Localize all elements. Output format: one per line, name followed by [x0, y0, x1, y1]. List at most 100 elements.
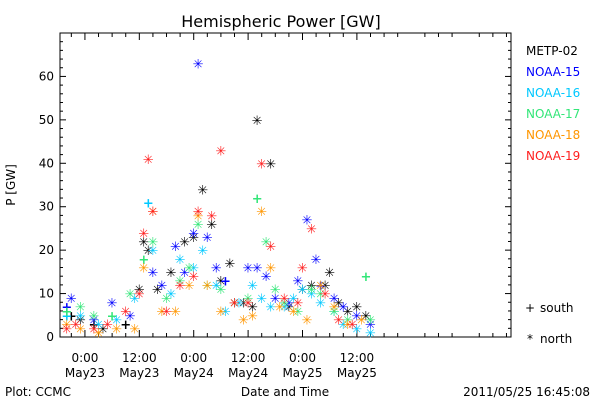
north-data-point: ✳ [147, 235, 158, 250]
north-data-point: ✳ [120, 305, 131, 320]
north-data-point: ✳ [329, 305, 340, 320]
north-data-point: ✳ [157, 305, 168, 320]
north-data-point: ✳ [152, 283, 163, 298]
north-marker-label: north [540, 332, 572, 346]
north-data-point: ✳ [252, 114, 263, 129]
north-data-point: ✳ [315, 296, 326, 311]
north-data-point: ✳ [243, 296, 254, 311]
north-data-point: ✳ [338, 318, 349, 333]
north-data-point: ✳ [297, 283, 308, 298]
y-tick-label: 10 [39, 287, 54, 301]
north-data-point: ✳ [297, 283, 308, 298]
north-data-point: ✳ [247, 309, 258, 324]
south-data-point: + [66, 309, 77, 324]
north-data-point: ✳ [361, 309, 372, 324]
north-data-point: ✳ [279, 296, 290, 311]
north-data-point: ✳ [202, 279, 213, 294]
north-data-point: ✳ [193, 209, 204, 224]
north-data-point: ✳ [256, 157, 267, 172]
north-data-point: ✳ [184, 262, 195, 277]
south-data-point: + [61, 305, 72, 320]
north-data-point: ✳ [279, 292, 290, 307]
north-data-point: ✳ [75, 301, 86, 316]
north-data-point: ✳ [274, 301, 285, 316]
south-data-point: + [315, 279, 326, 294]
north-data-point: ✳ [256, 205, 267, 220]
north-data-point: ✳ [243, 292, 254, 307]
legend-item: NOAA-17 [526, 107, 580, 121]
north-data-point: ✳ [293, 305, 304, 320]
north-data-point: ✳ [238, 314, 249, 329]
north-data-point: ✳ [302, 314, 313, 329]
north-data-point: ✳ [89, 309, 100, 324]
series-legend: METP-02 NOAA-15 NOAA-16 NOAA-17 NOAA-18 NOAA-… [526, 44, 580, 163]
north-data-point: ✳ [98, 322, 109, 337]
north-data-point: ✳ [193, 57, 204, 72]
north-data-point: ✳ [261, 235, 272, 250]
north-data-point: ✳ [265, 301, 276, 316]
north-data-point: ✳ [279, 301, 290, 316]
north-data-point: ✳ [365, 318, 376, 333]
south-data-point: + [89, 318, 100, 333]
north-data-point: ✳ [102, 318, 113, 333]
north-data-point: ✳ [342, 318, 353, 333]
x-tick-time-label: 0:00 [71, 351, 98, 365]
north-data-point: ✳ [143, 153, 154, 168]
north-data-point: ✳ [161, 305, 172, 320]
north-data-point: ✳ [215, 283, 226, 298]
north-data-point: ✳ [75, 309, 86, 324]
north-data-point: ✳ [247, 301, 258, 316]
north-data-point: ✳ [351, 322, 362, 337]
y-tick-label: 20 [39, 243, 54, 257]
x-tick-date-label: May24 [174, 366, 214, 380]
north-data-point: ✳ [365, 327, 376, 342]
x-tick-date-label: May23 [119, 366, 159, 380]
south-data-point: + [61, 301, 72, 316]
north-data-point: ✳ [311, 253, 322, 268]
north-data-point: ✳ [293, 275, 304, 290]
north-data-point: ✳ [243, 262, 254, 277]
north-data-point: ✳ [306, 279, 317, 294]
north-data-point: ✳ [211, 279, 222, 294]
north-data-point: ✳ [206, 209, 217, 224]
north-data-point: ✳ [283, 301, 294, 316]
y-tick-label: 0 [46, 330, 54, 344]
legend-item: NOAA-19 [526, 149, 580, 163]
north-data-point: ✳ [293, 296, 304, 311]
x-tick-time-label: 12:00 [122, 351, 157, 365]
north-data-point: ✳ [143, 244, 154, 259]
north-data-point: ✳ [147, 205, 158, 220]
north-data-point: ✳ [188, 227, 199, 242]
north-data-point: ✳ [247, 279, 258, 294]
north-data-point: ✳ [175, 279, 186, 294]
north-data-point: ✳ [234, 296, 245, 311]
south-data-point: + [120, 318, 131, 333]
y-tick-label: 60 [39, 69, 54, 83]
north-data-point: ✳ [134, 288, 145, 303]
south-data-point: + [252, 192, 263, 207]
north-data-point: ✳ [188, 270, 199, 285]
north-data-point: ✳ [166, 288, 177, 303]
north-data-point: ✳ [347, 318, 358, 333]
north-data-point: ✳ [229, 296, 240, 311]
south-data-point: + [138, 253, 149, 268]
north-data-point: ✳ [261, 270, 272, 285]
north-data-point: ✳ [61, 318, 72, 333]
north-data-point: ✳ [333, 314, 344, 329]
north-data-point: ✳ [125, 309, 136, 324]
north-data-point: ✳ [229, 296, 240, 311]
north-data-point: ✳ [89, 322, 100, 337]
north-data-point: ✳ [365, 314, 376, 329]
north-data-point: ✳ [170, 305, 181, 320]
north-data-point: ✳ [175, 275, 186, 290]
north-data-point: ✳ [75, 322, 86, 337]
plot-border [59, 32, 512, 338]
north-data-point: ✳ [329, 305, 340, 320]
north-data-point: ✳ [61, 322, 72, 337]
north-data-point: ✳ [252, 262, 263, 277]
north-data-point: ✳ [157, 279, 168, 294]
marker-legend: + south * north [525, 301, 574, 346]
north-data-point: ✳ [161, 292, 172, 307]
north-data-point: ✳ [197, 183, 208, 198]
north-data-point: ✳ [193, 218, 204, 233]
